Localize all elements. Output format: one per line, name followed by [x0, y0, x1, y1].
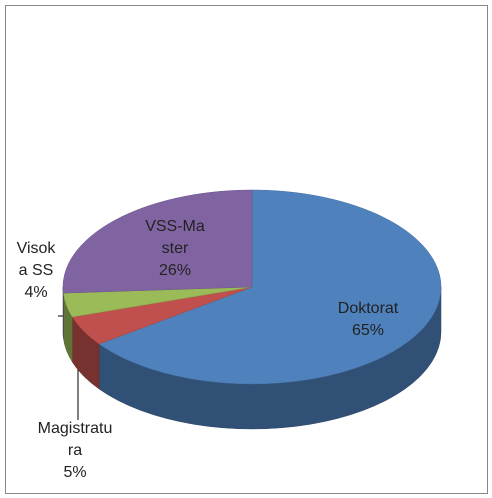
pie-tops	[62, 189, 442, 385]
slice-label: Doktorat 65%	[318, 298, 418, 342]
pie-slice	[98, 189, 442, 385]
pie-slice	[62, 189, 253, 294]
slice-label: Magistratura 5%	[30, 418, 120, 484]
category-label: VSS-Master	[145, 218, 205, 257]
slice-label: VSS-Master 26%	[130, 216, 220, 282]
value-label: 5%	[63, 464, 87, 481]
slice-label: Visoka SS 4%	[8, 238, 64, 304]
pie-sides	[62, 286, 442, 430]
category-label: Visoka SS	[16, 240, 56, 279]
value-label: 4%	[24, 284, 48, 301]
value-label: 65%	[351, 322, 385, 339]
value-label: 26%	[158, 262, 192, 279]
category-label: Doktorat	[337, 300, 399, 317]
category-label: Magistratura	[37, 420, 113, 459]
